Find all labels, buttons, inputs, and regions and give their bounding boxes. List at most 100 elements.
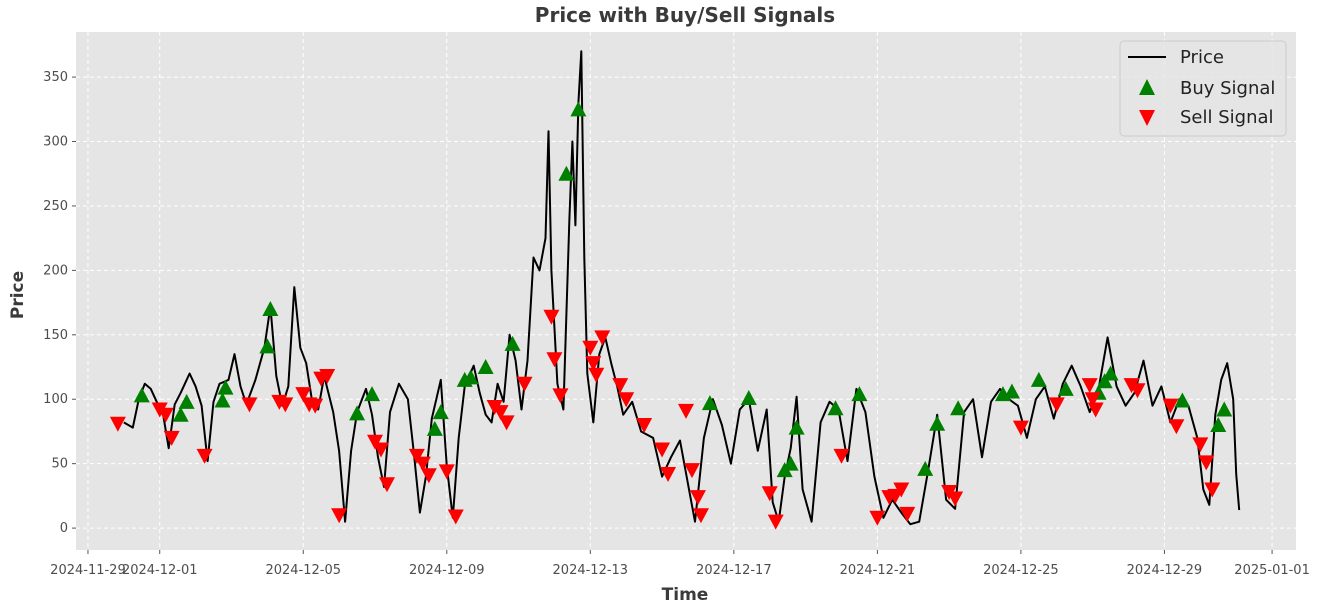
y-tick-label: 0 bbox=[60, 521, 68, 536]
buy-signal-marker bbox=[929, 415, 946, 431]
x-tick-label: 2024-12-13 bbox=[553, 563, 629, 578]
sell-signal-marker bbox=[612, 378, 629, 394]
sell-signal-marker bbox=[761, 486, 778, 502]
buy-signal-marker bbox=[950, 400, 967, 416]
sell-signal-marker bbox=[585, 356, 602, 372]
sell-signal-marker bbox=[546, 352, 563, 368]
buy-signal-marker bbox=[426, 420, 443, 436]
sell-signal-marker bbox=[367, 434, 384, 450]
x-tick-label: 2024-12-17 bbox=[696, 563, 772, 578]
sell-signal-marker bbox=[833, 448, 850, 464]
buy-signal-marker bbox=[259, 338, 276, 354]
buy-signal-marker bbox=[504, 335, 521, 351]
legend-sell-label: Sell Signal bbox=[1180, 107, 1274, 128]
sell-signal-marker bbox=[196, 448, 213, 464]
sell-signal-marker bbox=[378, 477, 395, 493]
y-tick-label: 250 bbox=[43, 199, 68, 214]
x-tick-label: 2024-12-21 bbox=[840, 563, 916, 578]
x-tick-label: 2024-12-29 bbox=[1127, 563, 1203, 578]
buy-signal-marker bbox=[1102, 365, 1119, 381]
buy-signal-marker bbox=[172, 406, 189, 422]
buy-signal-marker bbox=[701, 395, 718, 411]
sell-signal-marker bbox=[767, 514, 784, 530]
sell-signal-marker bbox=[277, 397, 294, 413]
sell-signal-marker bbox=[543, 309, 560, 325]
sell-signal-marker bbox=[1204, 482, 1221, 498]
sell-signal-marker bbox=[492, 405, 509, 421]
x-tick-label: 2024-11-29 bbox=[50, 563, 126, 578]
x-tick-label: 2024-12-09 bbox=[409, 563, 485, 578]
buy-signal-marker bbox=[432, 404, 449, 420]
x-tick-label: 2025-01-01 bbox=[1234, 563, 1310, 578]
buy-signal-marker bbox=[1210, 417, 1227, 433]
buy-signal-marker bbox=[262, 301, 279, 317]
sell-signal-marker bbox=[420, 468, 437, 484]
legend-price-label: Price bbox=[1180, 47, 1224, 68]
y-axis-ticks: 0 50 100 150 200 250 300 350 bbox=[43, 70, 76, 536]
buy-signal-marker bbox=[1174, 392, 1191, 408]
price-series bbox=[123, 50, 1241, 526]
y-tick-label: 300 bbox=[43, 135, 68, 150]
sell-signal-marker bbox=[899, 506, 916, 522]
buy-signal-marker bbox=[1057, 380, 1074, 396]
buy-signal-marker bbox=[1216, 401, 1233, 417]
chart-title: Price with Buy/Sell Signals bbox=[535, 3, 835, 27]
x-tick-label: 2024-12-05 bbox=[265, 563, 341, 578]
x-axis-title: Time bbox=[662, 585, 709, 605]
buy-signal-marker bbox=[214, 392, 231, 408]
sell-signal-marker bbox=[1162, 398, 1179, 414]
sell-signal-marker bbox=[1087, 402, 1104, 418]
sell-signal-marker bbox=[157, 407, 174, 423]
buy-signal-marker bbox=[349, 405, 366, 421]
buy-signal-marker bbox=[477, 359, 494, 375]
buy-signal-marker bbox=[1096, 373, 1113, 389]
sell-signal-marker bbox=[1012, 420, 1029, 436]
legend-sell-marker bbox=[1139, 110, 1155, 126]
sell-signal-marker bbox=[438, 464, 455, 480]
sell-signal-marker bbox=[660, 466, 677, 482]
x-tick-label: 2024-12-25 bbox=[983, 563, 1059, 578]
sell-signal-marker bbox=[307, 398, 324, 414]
sell-signal-marker bbox=[414, 456, 431, 472]
sell-signal-marker bbox=[869, 510, 886, 526]
sell-signal-series bbox=[109, 309, 1221, 530]
sell-signal-marker bbox=[1168, 419, 1185, 435]
sell-signal-marker bbox=[373, 442, 389, 458]
buy-signal-marker bbox=[178, 393, 195, 409]
sell-signal-marker bbox=[295, 387, 312, 403]
sell-signal-marker bbox=[618, 392, 635, 408]
sell-signal-marker bbox=[678, 403, 694, 419]
sell-signal-marker bbox=[1129, 383, 1146, 399]
buy-signal-marker bbox=[782, 455, 799, 471]
sell-signal-marker bbox=[1192, 437, 1209, 453]
sell-signal-marker bbox=[1198, 455, 1215, 471]
sell-signal-marker bbox=[692, 508, 709, 524]
y-tick-label: 100 bbox=[43, 392, 68, 407]
sell-signal-marker bbox=[408, 448, 425, 464]
sell-signal-marker bbox=[447, 509, 464, 525]
legend-buy-marker bbox=[1139, 79, 1155, 95]
sell-signal-marker bbox=[689, 490, 706, 506]
buy-signal-marker bbox=[1030, 371, 1047, 387]
legend-box bbox=[1119, 40, 1287, 137]
sell-signal-marker bbox=[552, 388, 569, 404]
sell-signal-marker bbox=[594, 330, 611, 346]
y-tick-label: 150 bbox=[43, 328, 68, 343]
y-axis-title: Price bbox=[8, 271, 28, 319]
buy-signal-marker bbox=[1003, 383, 1020, 399]
buy-signal-marker bbox=[917, 460, 934, 476]
sell-signal-marker bbox=[1081, 378, 1098, 394]
buy-signal-marker bbox=[558, 165, 575, 181]
sell-signal-marker bbox=[241, 397, 258, 413]
buy-signal-marker bbox=[740, 389, 757, 405]
sell-signal-marker bbox=[588, 367, 605, 383]
sell-signal-marker bbox=[654, 442, 671, 458]
buy-signal-marker bbox=[217, 379, 234, 395]
sell-signal-marker bbox=[1084, 392, 1101, 408]
buy-signal-marker bbox=[827, 400, 844, 416]
sell-signal-marker bbox=[582, 340, 599, 356]
legend: Price Buy Signal Sell Signal bbox=[1119, 40, 1287, 137]
x-tick-label: 2024-12-01 bbox=[122, 563, 198, 578]
sell-signal-marker bbox=[109, 416, 126, 432]
